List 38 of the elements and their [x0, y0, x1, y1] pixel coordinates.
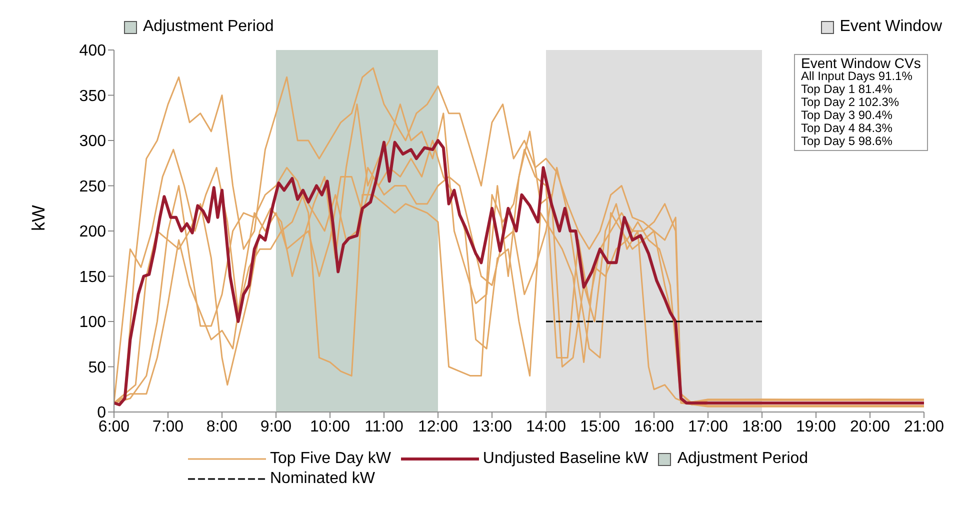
x-tick-label: 9:00	[260, 418, 292, 436]
legend-label: Top Five Day kW	[270, 450, 391, 468]
x-tick-label: 18:00	[742, 418, 782, 436]
x-tick-label: 14:00	[526, 418, 566, 436]
x-tick-label: 20:00	[850, 418, 890, 436]
y-tick-label: 250	[79, 178, 106, 196]
y-tick-label: 400	[79, 42, 106, 60]
x-tick-label: 19:00	[796, 418, 836, 436]
x-tick-label: 21:00	[904, 418, 944, 436]
y-tick-label: 350	[79, 88, 106, 105]
y-tick-label: 200	[79, 224, 106, 241]
annotation: Event Window CVs	[801, 55, 921, 71]
annotation: All Input Days 91.1%	[801, 69, 914, 83]
legend-label: Event Window	[840, 18, 942, 36]
y-tick-label: 300	[79, 133, 106, 150]
y-axis-title: kW	[28, 205, 48, 231]
annotation: Top Day 3 90.4%	[801, 108, 894, 122]
x-tick-label: 13:00	[472, 418, 512, 436]
x-tick-label: 8:00	[206, 418, 238, 436]
legend-label: Undjusted Baseline kW	[482, 450, 648, 468]
annotation: Top Day 2 102.3%	[801, 95, 900, 109]
annotation: Top Day 1 81.4%	[801, 82, 894, 96]
y-tick-label: 100	[79, 314, 106, 332]
x-tick-label: 6:00	[98, 418, 130, 436]
x-tick-label: 11:00	[364, 418, 404, 436]
y-tick-label: 50	[88, 359, 106, 376]
annotation: Top Day 4 84.3%	[801, 121, 894, 135]
annotation: Top Day 5 98.6%	[801, 134, 894, 148]
legend-label: Adjustment Period	[143, 18, 274, 36]
x-tick-label: 16:00	[634, 418, 674, 436]
y-tick-label: 150	[79, 268, 106, 286]
legend-label: Nominated kW	[270, 470, 375, 488]
x-tick-label: 12:00	[418, 418, 458, 436]
x-tick-label: 15:00	[580, 418, 620, 436]
text: Adjustment Period	[677, 450, 808, 467]
x-tick-label: 10:00	[310, 418, 350, 436]
x-tick-label: 17:00	[688, 418, 728, 436]
x-tick-label: 7:00	[152, 418, 184, 436]
